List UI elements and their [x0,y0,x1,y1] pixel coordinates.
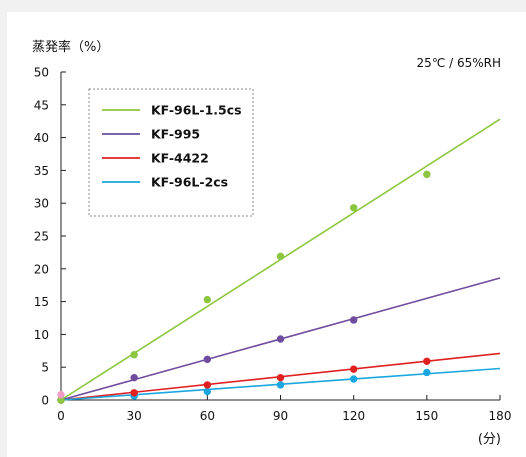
data-point-KF-4422 [203,381,212,389]
y-tick-label: 40 [34,131,49,145]
data-point-KF-96L-2cs [276,381,285,389]
y-tick-label: 0 [41,394,49,408]
data-point-KF-96L-1.5cs [276,252,285,261]
data-point-KF-4422 [423,357,431,365]
condition-annotation: 25℃ / 65%RH [417,56,501,70]
x-tick-label: 0 [57,409,65,423]
data-points [57,170,431,404]
y-tick-label: 15 [34,295,49,309]
x-tick-label: 180 [489,409,512,423]
data-point-KF-4422 [349,365,358,373]
x-tick-label: 150 [415,409,438,423]
axes: 0 5 10 15 20 25 30 35 40 45 50 0 30 60 90 120 150 180 [34,66,512,424]
y-tick-label: 30 [34,197,49,211]
x-axis-label: (分) [478,432,501,447]
legend-label: KF-96L-2cs [151,175,228,190]
x-tick-label: 90 [273,409,288,423]
y-tick-label: 5 [41,361,49,375]
legend-label: KF-96L-1.5cs [151,103,242,118]
data-point-KF-96L-2cs [203,387,212,396]
data-point-KF-96L-1.5cs [423,170,431,179]
y-tick-label: 25 [34,230,49,244]
data-point-KF-995 [349,316,358,324]
data-point-KF-96L-1.5cs [349,204,358,212]
chart-panel [7,12,526,457]
legend: KF-96L-1.5cs KF-995 KF-4422 KF-96L-2cs [88,88,254,217]
data-point-KF-96L-2cs [423,368,431,377]
data-point-KF-995 [203,355,212,364]
x-tick-label: 60 [200,409,215,423]
y-tick-label: 35 [34,164,49,178]
origin-marker [57,391,65,399]
data-point-KF-4422 [130,389,138,397]
y-tick-label: 45 [34,98,49,112]
data-point-KF-995 [130,373,138,382]
data-point-KF-96L-1.5cs [57,396,65,404]
y-tick-label: 20 [34,262,49,276]
legend-label: KF-995 [151,127,200,142]
x-tick-label: 120 [342,409,365,423]
data-point-KF-96L-1.5cs [203,295,212,304]
data-point-KF-4422 [276,373,285,382]
data-point-KF-96L-1.5cs [130,351,138,359]
y-tick-label: 10 [34,328,49,342]
y-axis-label: 蒸発率（%） [32,39,109,55]
data-point-KF-96L-2cs [349,375,358,383]
y-tick-label: 50 [34,66,49,80]
legend-label: KF-4422 [151,151,209,166]
data-point-KF-995 [276,335,285,343]
x-tick-label: 30 [127,409,142,423]
